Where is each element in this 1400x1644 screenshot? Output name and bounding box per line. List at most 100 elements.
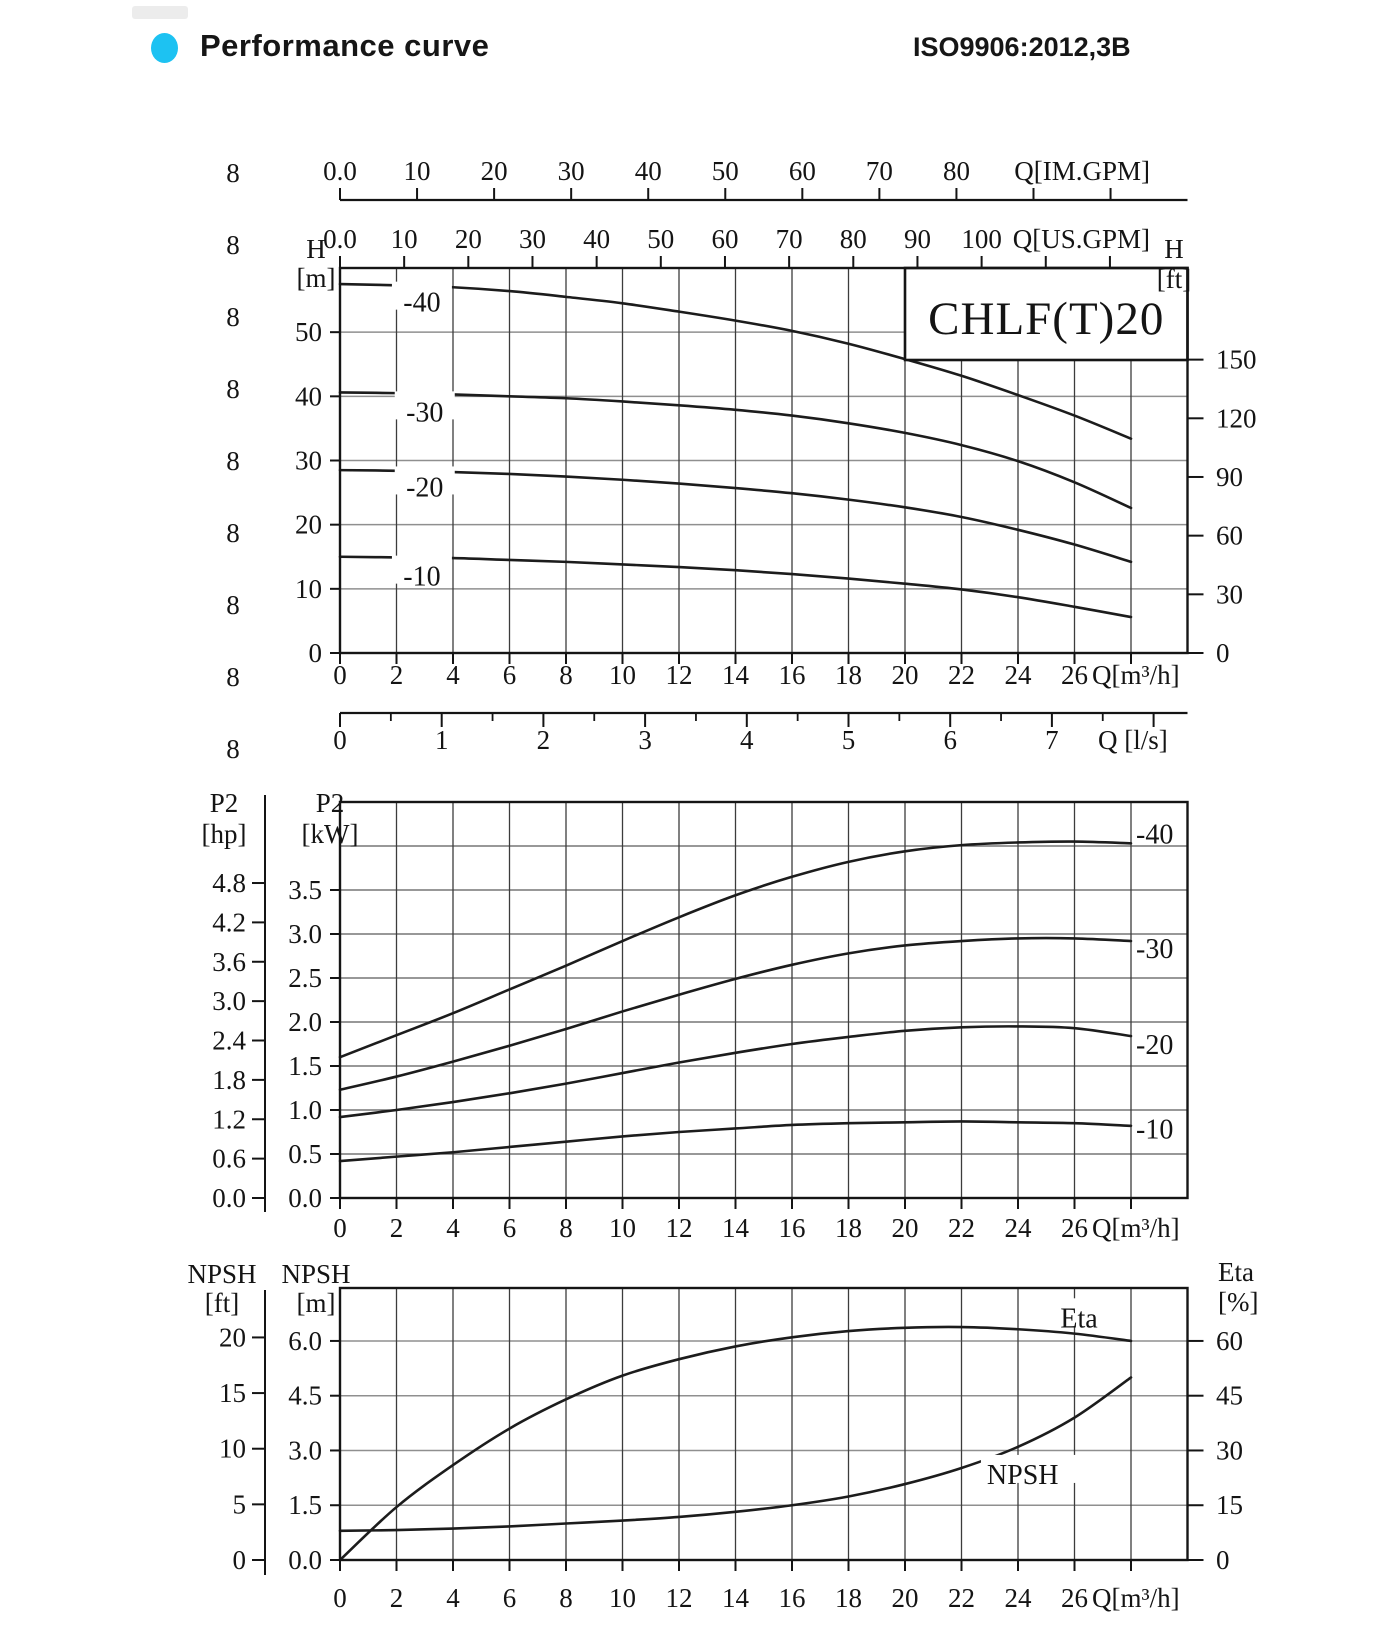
y-tick-label: 3.5 bbox=[288, 875, 322, 905]
y-tick-label: 4.8 bbox=[212, 868, 246, 898]
gpm-tick-label: 10 bbox=[404, 156, 431, 186]
curve--20 bbox=[338, 1025, 1133, 1119]
x-tick-label: 16 bbox=[779, 660, 806, 690]
axis-header: [ft] bbox=[1157, 264, 1191, 294]
y-tick-label: 2.5 bbox=[288, 963, 322, 993]
curve--40 bbox=[338, 282, 1133, 440]
x-tick-label: 4 bbox=[446, 660, 460, 690]
gpm-tick-label: 50 bbox=[647, 224, 674, 254]
curve-label: -10 bbox=[1136, 1114, 1173, 1145]
label-background bbox=[394, 391, 455, 420]
x-tick-label: 6 bbox=[503, 1583, 517, 1613]
model-box bbox=[903, 266, 1189, 362]
y-tick-label: 15 bbox=[219, 1378, 246, 1408]
x-tick-label: 0 bbox=[333, 660, 347, 690]
gpm-tick-label: 60 bbox=[789, 156, 816, 186]
x-tick-label: 12 bbox=[666, 1583, 693, 1613]
gpm-tick-label: 90 bbox=[904, 224, 931, 254]
watermark-8: 8 bbox=[226, 590, 240, 620]
gpm-unit-label: Q[IM.GPM] bbox=[1014, 156, 1150, 186]
curve-label: -10 bbox=[403, 562, 440, 593]
gpm-tick-label: 10 bbox=[391, 224, 418, 254]
x-tick-label: 22 bbox=[948, 1213, 975, 1243]
y-tick-label: 60 bbox=[1216, 1326, 1243, 1356]
ls-tick-label: 5 bbox=[842, 725, 856, 755]
x-tick-label: 12 bbox=[666, 1213, 693, 1243]
axis-header: H bbox=[1164, 234, 1184, 264]
curve-label: -20 bbox=[406, 472, 443, 503]
y-tick-label: 10 bbox=[219, 1434, 246, 1464]
curve-label: -40 bbox=[1136, 820, 1173, 851]
curve-label: -30 bbox=[406, 397, 443, 428]
curve-label: -30 bbox=[1136, 934, 1173, 965]
ls-tick-label: 0 bbox=[333, 725, 347, 755]
x-tick-label: 8 bbox=[559, 1583, 573, 1613]
gpm-tick-label: 80 bbox=[840, 224, 867, 254]
y-tick-label: 0 bbox=[1216, 638, 1230, 668]
x-tick-label: 6 bbox=[503, 1213, 517, 1243]
ls-tick-label: 7 bbox=[1045, 725, 1059, 755]
curve--30 bbox=[338, 391, 1133, 510]
ls-tick-label: 2 bbox=[537, 725, 551, 755]
y-tick-label: 45 bbox=[1216, 1381, 1243, 1411]
x-unit-label: Q[m³/h] bbox=[1092, 1583, 1180, 1613]
y-tick-label: 1.2 bbox=[212, 1104, 246, 1134]
watermark-8: 8 bbox=[226, 374, 240, 404]
label-background bbox=[391, 555, 452, 584]
gpm-tick-label: 100 bbox=[961, 224, 1002, 254]
gpm-tick-label: 80 bbox=[943, 156, 970, 186]
x-tick-label: 10 bbox=[609, 1583, 636, 1613]
gpm-tick-label: 40 bbox=[583, 224, 610, 254]
x-tick-label: 26 bbox=[1061, 1583, 1088, 1613]
axis-header: [%] bbox=[1218, 1287, 1258, 1317]
ls-tick-label: 1 bbox=[435, 725, 449, 755]
y-tick-label: 1.5 bbox=[288, 1490, 322, 1520]
axis-header: NPSH bbox=[281, 1259, 350, 1289]
page-title: Performance curve bbox=[200, 28, 490, 63]
y-tick-label: 30 bbox=[1216, 1435, 1243, 1465]
y-tick-label: 4.2 bbox=[212, 907, 246, 937]
gpm-tick-label: 20 bbox=[455, 224, 482, 254]
label-background bbox=[391, 281, 452, 310]
gpm-unit-label: Q[US.GPM] bbox=[1013, 224, 1150, 254]
x-tick-label: 0 bbox=[333, 1583, 347, 1613]
y-tick-label: 120 bbox=[1216, 403, 1257, 433]
gpm-tick-label: 40 bbox=[635, 156, 662, 186]
y-tick-label: 20 bbox=[219, 1322, 246, 1352]
ls-unit-label: Q [l/s] bbox=[1098, 725, 1168, 755]
watermark-8: 8 bbox=[226, 230, 240, 260]
y-tick-label: 6.0 bbox=[288, 1326, 322, 1356]
axis-header: Eta bbox=[1218, 1257, 1254, 1287]
bullet-icon bbox=[151, 33, 178, 63]
x-tick-label: 14 bbox=[722, 1213, 750, 1243]
axis-header: NPSH bbox=[187, 1259, 256, 1289]
x-tick-label: 2 bbox=[390, 1583, 404, 1613]
x-tick-label: 26 bbox=[1061, 660, 1088, 690]
x-tick-label: 0 bbox=[333, 1213, 347, 1243]
label-background bbox=[1054, 1298, 1117, 1327]
x-tick-label: 26 bbox=[1061, 1213, 1088, 1243]
curve-label: -40 bbox=[403, 288, 440, 319]
gpm-tick-label: 70 bbox=[866, 156, 893, 186]
x-tick-label: 18 bbox=[835, 660, 862, 690]
gpm-tick-label: 70 bbox=[776, 224, 803, 254]
curve--20 bbox=[338, 468, 1133, 564]
watermark-8: 8 bbox=[226, 446, 240, 476]
gpm-tick-label: 30 bbox=[558, 156, 585, 186]
curve-npsh bbox=[338, 1376, 1133, 1533]
gpm-tick-label: 50 bbox=[712, 156, 739, 186]
axis-header: P2 bbox=[316, 788, 345, 818]
x-tick-label: 16 bbox=[779, 1583, 806, 1613]
ls-tick-label: 6 bbox=[943, 725, 957, 755]
x-tick-label: 10 bbox=[609, 1213, 636, 1243]
x-tick-label: 14 bbox=[722, 1583, 750, 1613]
y-tick-label: 3.6 bbox=[212, 947, 246, 977]
y-tick-label: 30 bbox=[1216, 579, 1243, 609]
y-tick-label: 50 bbox=[295, 317, 322, 347]
watermark-8: 8 bbox=[226, 158, 240, 188]
y-tick-label: 3.0 bbox=[212, 986, 246, 1016]
page-header: Performance curve ISO9906:2012,3B bbox=[0, 0, 1400, 100]
x-tick-label: 10 bbox=[609, 660, 636, 690]
